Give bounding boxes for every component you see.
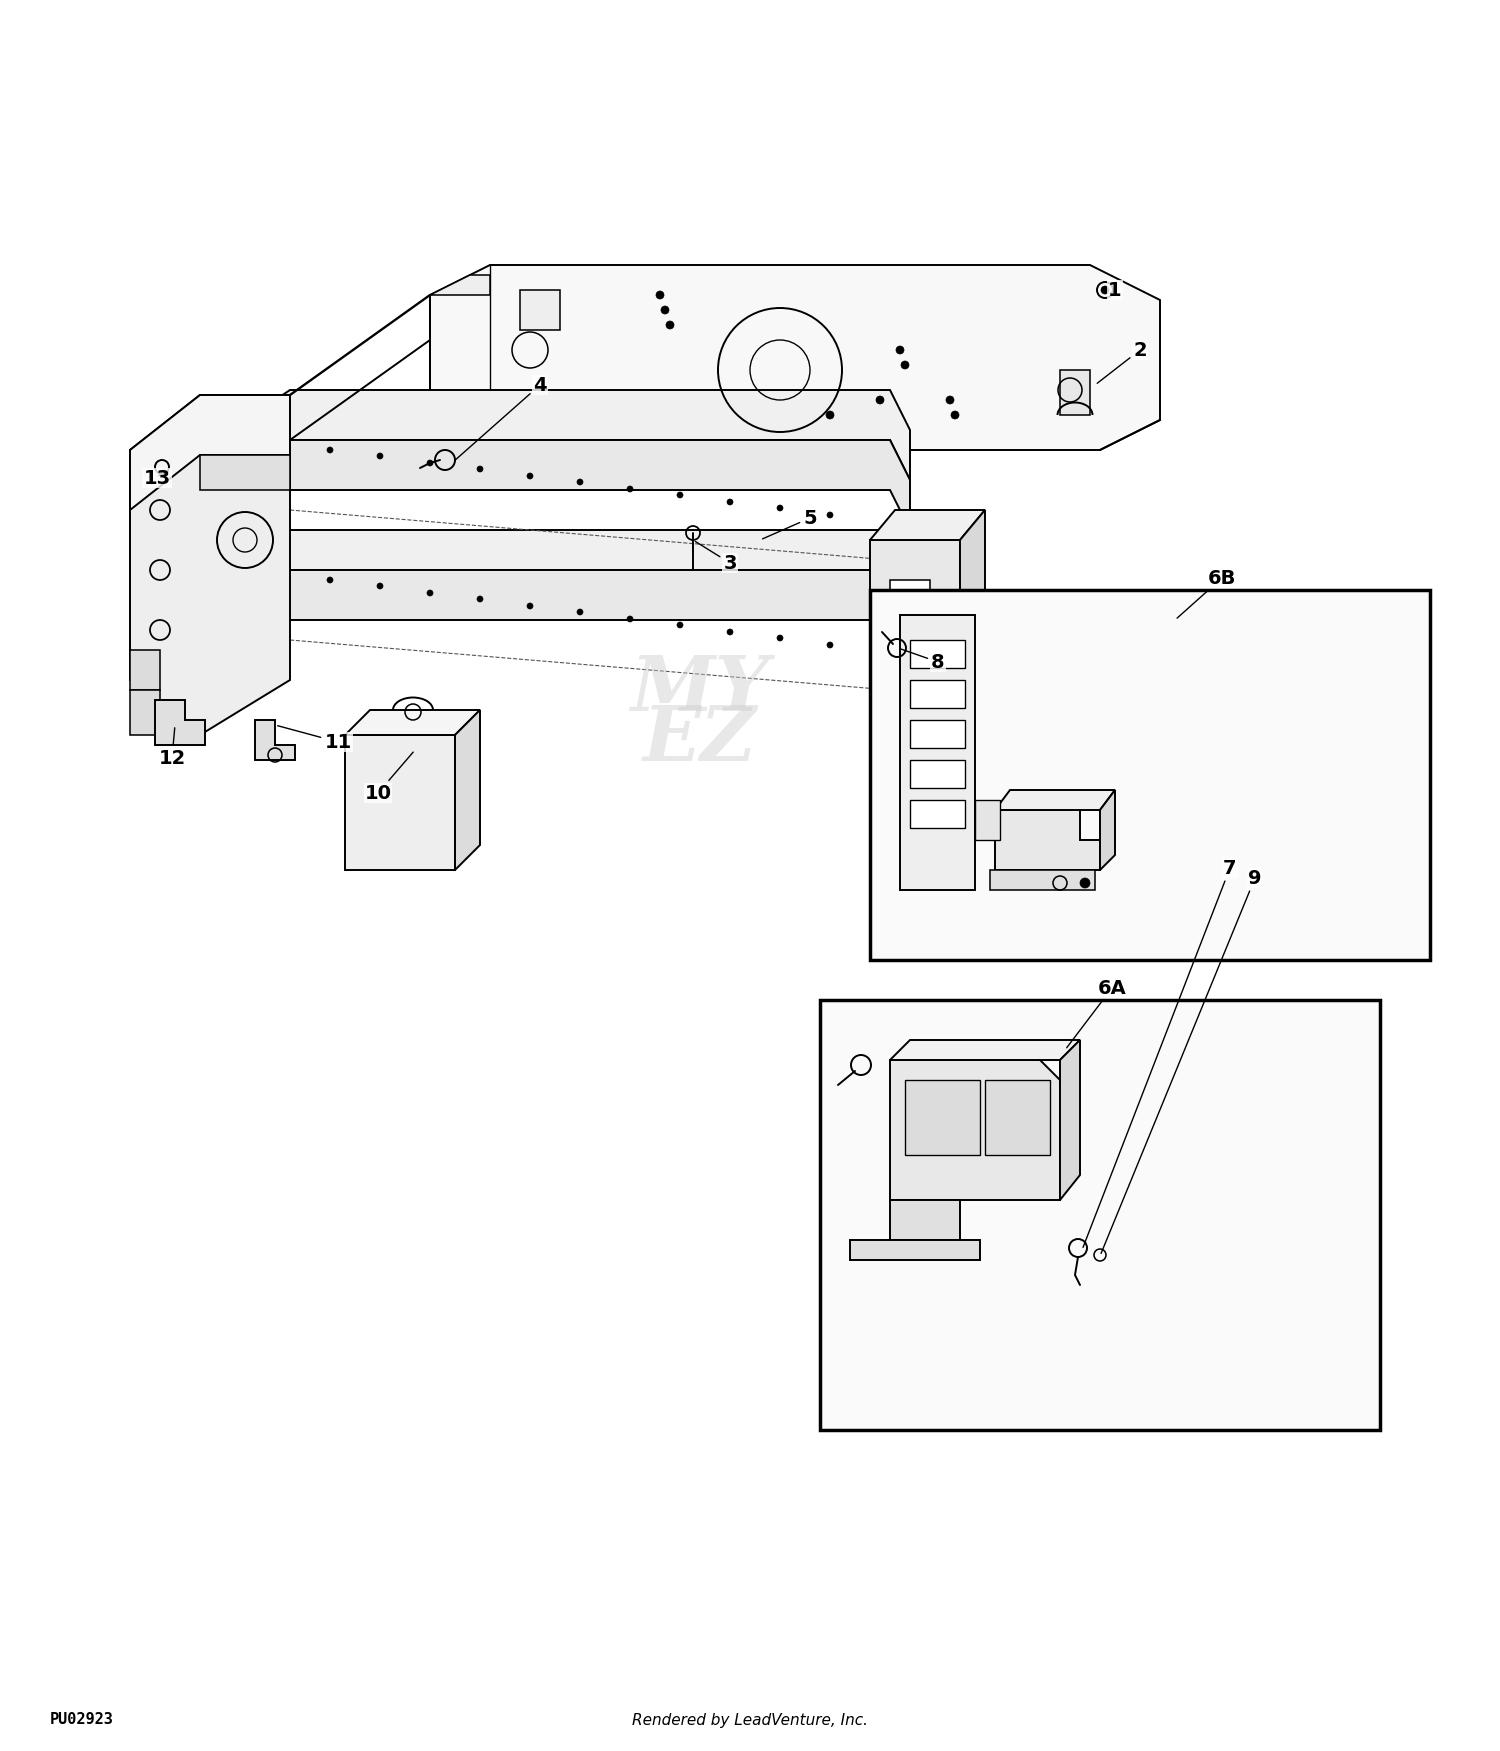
Text: 1: 1 [1108,280,1122,299]
Polygon shape [960,510,986,860]
Text: 2: 2 [1096,340,1148,383]
Polygon shape [910,679,964,707]
Circle shape [578,480,584,485]
Polygon shape [130,396,290,735]
Text: 6A: 6A [1066,979,1126,1047]
Circle shape [427,461,433,466]
Polygon shape [430,264,1160,450]
Polygon shape [454,709,480,870]
Polygon shape [904,1080,980,1156]
Polygon shape [430,275,490,294]
Polygon shape [900,615,975,890]
Text: 7: 7 [1083,858,1236,1247]
Polygon shape [896,811,934,835]
Polygon shape [200,440,910,550]
Polygon shape [345,709,480,735]
Text: 5: 5 [762,508,818,539]
Polygon shape [520,291,560,329]
Text: PU02923: PU02923 [50,1712,114,1728]
Text: 8: 8 [900,650,945,671]
Circle shape [526,602,532,609]
Circle shape [427,590,433,595]
Circle shape [951,411,958,418]
Polygon shape [910,760,964,788]
Circle shape [777,504,783,511]
Polygon shape [130,396,290,510]
Polygon shape [1100,790,1114,870]
Circle shape [827,511,833,518]
Polygon shape [910,800,964,828]
Polygon shape [154,700,206,744]
Polygon shape [200,571,910,679]
Circle shape [676,622,682,629]
Bar [821,1000,1380,1431]
Circle shape [662,306,669,313]
Text: Rendered by LeadVenture, Inc.: Rendered by LeadVenture, Inc. [632,1712,868,1728]
Polygon shape [990,870,1095,890]
Circle shape [777,636,783,641]
Polygon shape [345,735,454,870]
Text: 4: 4 [454,375,548,461]
Circle shape [578,609,584,615]
Circle shape [477,466,483,473]
Polygon shape [975,800,1000,840]
Circle shape [656,291,664,299]
Polygon shape [910,720,964,748]
Circle shape [526,473,532,480]
Circle shape [728,629,734,636]
Polygon shape [200,455,290,490]
Circle shape [876,396,884,404]
Circle shape [896,347,904,354]
Polygon shape [850,1240,980,1261]
Polygon shape [890,741,930,770]
Polygon shape [200,390,910,501]
Text: 13: 13 [144,469,171,487]
Circle shape [1101,285,1108,294]
Polygon shape [255,720,296,760]
Polygon shape [890,580,930,609]
Polygon shape [890,1059,1060,1199]
Text: 11: 11 [278,725,351,751]
Polygon shape [910,641,964,667]
Circle shape [827,643,833,648]
Text: 10: 10 [364,753,413,802]
Polygon shape [890,620,930,650]
Text: 3: 3 [696,541,736,573]
Polygon shape [870,539,960,860]
Circle shape [376,583,382,588]
Polygon shape [130,650,160,690]
Text: 9: 9 [1101,868,1262,1254]
Circle shape [728,499,734,504]
Circle shape [1080,877,1090,888]
Polygon shape [1060,369,1090,415]
Text: 12: 12 [159,728,186,767]
Circle shape [946,396,954,404]
Polygon shape [200,531,910,630]
Circle shape [666,320,674,329]
Polygon shape [890,700,930,730]
Polygon shape [870,510,986,539]
Polygon shape [890,1040,1080,1059]
Polygon shape [890,660,930,690]
Polygon shape [1060,1040,1080,1199]
Circle shape [627,616,633,622]
Text: MY: MY [630,653,770,727]
Polygon shape [986,1080,1050,1156]
Polygon shape [994,790,1114,811]
Text: 6B: 6B [1178,569,1236,618]
Polygon shape [994,811,1100,870]
Polygon shape [130,690,160,735]
Circle shape [477,595,483,602]
Circle shape [376,454,382,459]
Circle shape [627,487,633,492]
Circle shape [902,361,909,369]
Polygon shape [890,1199,960,1240]
Circle shape [676,492,682,497]
Circle shape [327,578,333,583]
Circle shape [827,411,834,418]
Circle shape [327,447,333,454]
Bar [870,590,1430,960]
Text: EZ: EZ [644,702,758,777]
